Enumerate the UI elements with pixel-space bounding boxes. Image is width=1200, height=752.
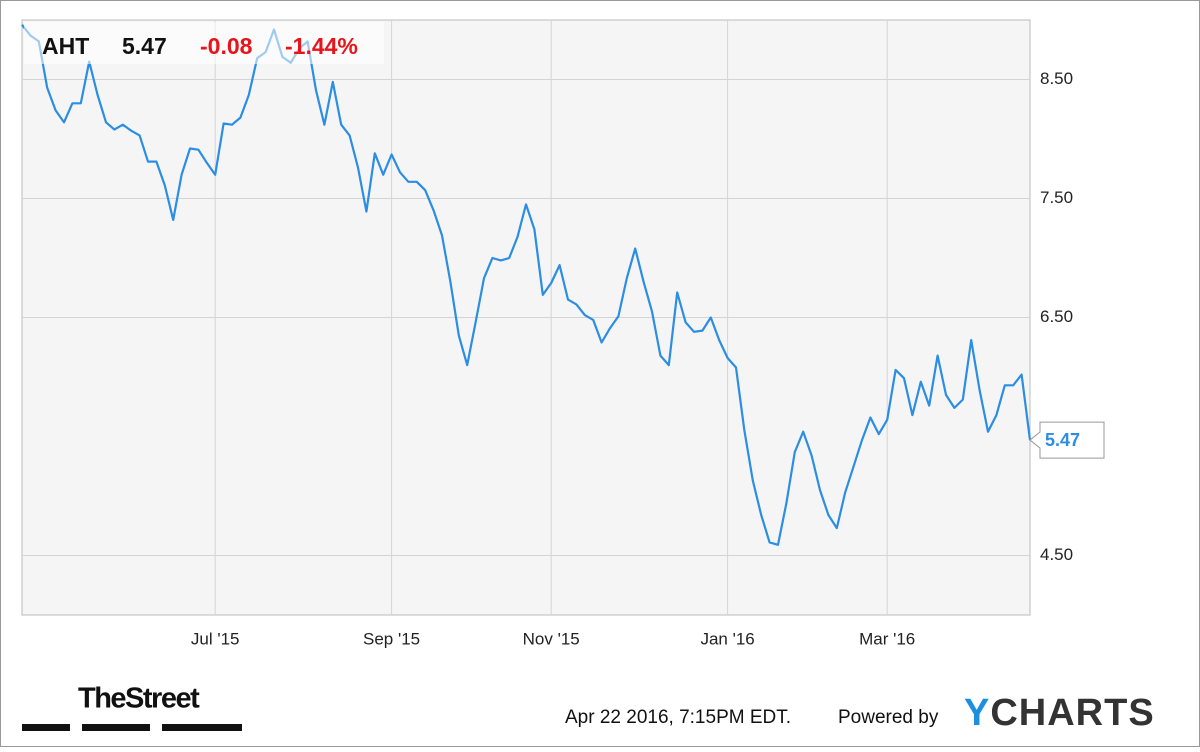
last-value-label: 5.47	[1045, 430, 1080, 450]
price-line	[21, 24, 1032, 546]
price: 5.47	[122, 33, 167, 59]
y-tick-label: 6.50	[1040, 307, 1073, 326]
publisher-bar	[162, 724, 242, 731]
x-tick-label: Mar '16	[859, 629, 915, 648]
header-backdrop	[24, 22, 384, 64]
publisher-bar	[82, 724, 150, 731]
last-value-box	[1029, 421, 1105, 459]
timestamp: Apr 22 2016, 7:15PM EDT.	[565, 707, 791, 728]
change: -0.08	[200, 33, 253, 59]
y-tick-label: 7.50	[1040, 188, 1073, 207]
ticker: AHT	[42, 33, 89, 59]
powered-by: Powered by	[838, 707, 939, 728]
y-tick-label: 4.50	[1040, 545, 1073, 564]
x-tick-label: Sep '15	[363, 629, 420, 648]
change-percent: -1.44%	[285, 33, 358, 59]
logo: YCHARTS	[964, 692, 1155, 734]
publisher-bar	[22, 724, 70, 731]
x-tick-label: Jul '15	[191, 629, 240, 648]
x-tick-label: Jan '16	[700, 629, 754, 648]
x-tick-label: Nov '15	[523, 629, 580, 648]
series	[21, 24, 1032, 546]
y-tick-label: 8.50	[1040, 69, 1073, 88]
publisher: TheStreet	[78, 683, 200, 715]
grid	[22, 20, 1030, 615]
